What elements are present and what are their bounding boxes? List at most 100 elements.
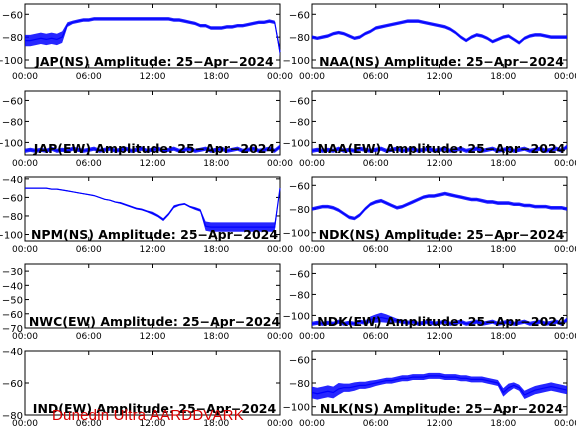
x-tick-label: 00:00 [299, 419, 325, 429]
y-tick-label: −100 [0, 56, 23, 67]
y-tick-label: −60 [2, 379, 23, 390]
panel-title: NDK(EW) Amplitude: 25−Apr−2024 [317, 314, 566, 329]
x-tick-label: 18:00 [490, 419, 516, 429]
x-tick-label: 00:00 [554, 159, 576, 169]
chart-panel-2: −60 −80 −100 00:00 06:00 12:00 18:00 00:00 JAP(E… [0, 90, 293, 169]
x-tick-label: 12:00 [140, 245, 166, 255]
y-tick-label: −40 [2, 175, 23, 186]
x-tick-label: 00:00 [299, 72, 325, 82]
x-tick-label: 00:00 [267, 245, 293, 255]
x-tick-label: 12:00 [140, 72, 166, 82]
x-tick-label: 12:00 [427, 159, 453, 169]
x-tick-label: 06:00 [363, 245, 389, 255]
chart-panel-7: −60 −80 −100 00:00 06:00 12:00 18:00 00:00 NDK(E… [283, 263, 576, 342]
amplitude-trace [25, 18, 281, 53]
x-tick-label: 12:00 [140, 419, 166, 429]
amplitude-trace [25, 187, 281, 228]
x-tick-label: 00:00 [12, 245, 38, 255]
noise-band [312, 372, 567, 400]
x-tick-label: 00:00 [299, 245, 325, 255]
noise-band [312, 191, 567, 221]
y-tick-label: −30 [2, 267, 23, 278]
x-tick-label: 00:00 [267, 332, 293, 342]
x-tick-label: 06:00 [76, 245, 102, 255]
x-tick-label: 18:00 [490, 72, 516, 82]
x-tick-label: 12:00 [427, 419, 453, 429]
footer-caption: Dunedin Ultra AARDDVARK [52, 407, 244, 424]
y-tick-label: −100 [283, 311, 310, 322]
y-tick-label: −60 [289, 269, 310, 280]
amplitude-trace [311, 146, 568, 152]
x-tick-label: 12:00 [140, 159, 166, 169]
y-tick-label: −60 [289, 355, 310, 366]
y-tick-label: −100 [283, 138, 310, 149]
x-tick-label: 06:00 [76, 72, 102, 82]
x-tick-label: 12:00 [140, 332, 166, 342]
x-tick-label: 00:00 [267, 159, 293, 169]
x-tick-label: 06:00 [363, 72, 389, 82]
x-tick-label: 18:00 [203, 245, 229, 255]
noise-band [312, 19, 567, 45]
y-tick-label: −40 [2, 281, 23, 292]
noise-band [25, 187, 280, 232]
x-tick-label: 00:00 [12, 419, 38, 429]
y-tick-label: −80 [289, 290, 310, 301]
x-tick-label: 18:00 [490, 159, 516, 169]
y-tick-label: −50 [2, 296, 23, 307]
y-tick-label: −80 [289, 379, 310, 390]
chart-panel-1: −60 −80 −100 00:00 06:00 12:00 18:00 00:00 NAA(N… [283, 3, 576, 82]
panel-title: NAA(NS) Amplitude: 25−Apr−2024 [319, 54, 564, 69]
amplitude-trace [311, 192, 568, 220]
panel-title: NPM(NS) Amplitude: 25−Apr−2024 [31, 227, 278, 242]
x-tick-label: 00:00 [267, 419, 293, 429]
x-tick-label: 18:00 [203, 159, 229, 169]
y-tick-label: −60 [2, 10, 23, 21]
x-tick-label: 12:00 [427, 72, 453, 82]
x-tick-label: 18:00 [203, 72, 229, 82]
x-tick-label: 00:00 [299, 332, 325, 342]
x-tick-label: 00:00 [12, 332, 38, 342]
y-tick-label: −80 [289, 205, 310, 216]
y-tick-label: −60 [289, 96, 310, 107]
y-tick-label: −80 [2, 411, 23, 422]
x-tick-label: 06:00 [76, 419, 102, 429]
y-tick-label: −80 [2, 212, 23, 223]
x-tick-label: 18:00 [203, 419, 229, 429]
panel-title: JAP(NS) Amplitude: 25−Apr−2024 [34, 54, 274, 69]
x-tick-label: 06:00 [363, 419, 389, 429]
panel-title: NLK(NS) Amplitude: 25−Apr−2024 [320, 401, 563, 416]
x-tick-label: 00:00 [554, 419, 576, 429]
panel-title: NWC(EW) Amplitude: 25−Apr−2024 [29, 314, 281, 329]
y-tick-label: −80 [289, 33, 310, 44]
x-tick-label: 18:00 [490, 332, 516, 342]
x-tick-label: 18:00 [490, 245, 516, 255]
y-tick-label: −100 [283, 403, 310, 414]
x-tick-label: 06:00 [76, 159, 102, 169]
y-tick-label: −80 [2, 117, 23, 128]
x-tick-label: 06:00 [363, 332, 389, 342]
y-tick-label: −70 [2, 324, 23, 335]
panel-title: JAP(EW) Amplitude: 25−Apr−2024 [33, 141, 276, 156]
x-tick-label: 00:00 [12, 159, 38, 169]
x-tick-label: 12:00 [427, 332, 453, 342]
y-tick-label: −100 [0, 231, 23, 242]
amplitude-trace [311, 375, 568, 396]
y-tick-label: −60 [289, 10, 310, 21]
chart-panel-5: −60 −80 −100 00:00 06:00 12:00 18:00 00:00 NDK(N… [283, 176, 576, 255]
x-tick-label: 00:00 [12, 72, 38, 82]
x-tick-label: 00:00 [554, 245, 576, 255]
amplitude-trace [24, 146, 281, 152]
y-tick-label: −60 [289, 181, 310, 192]
x-tick-label: 18:00 [203, 332, 229, 342]
x-tick-label: 00:00 [299, 159, 325, 169]
chart-panel-0: −60 −80 −100 00:00 06:00 12:00 18:00 00:00 JAP(N… [0, 3, 293, 82]
x-tick-label: 06:00 [76, 332, 102, 342]
chart-panel-4: −40 −60 −80 −100 00:00 06:00 12:00 18:00 00:00 NP… [0, 175, 293, 255]
panel-title: NDK(NS) Amplitude: 25−Apr−2024 [319, 227, 565, 242]
y-tick-label: −100 [283, 229, 310, 240]
chart-panel-9: −60 −80 −100 00:00 06:00 12:00 18:00 00:00 NLK(N… [283, 350, 576, 429]
y-tick-label: −80 [2, 33, 23, 44]
